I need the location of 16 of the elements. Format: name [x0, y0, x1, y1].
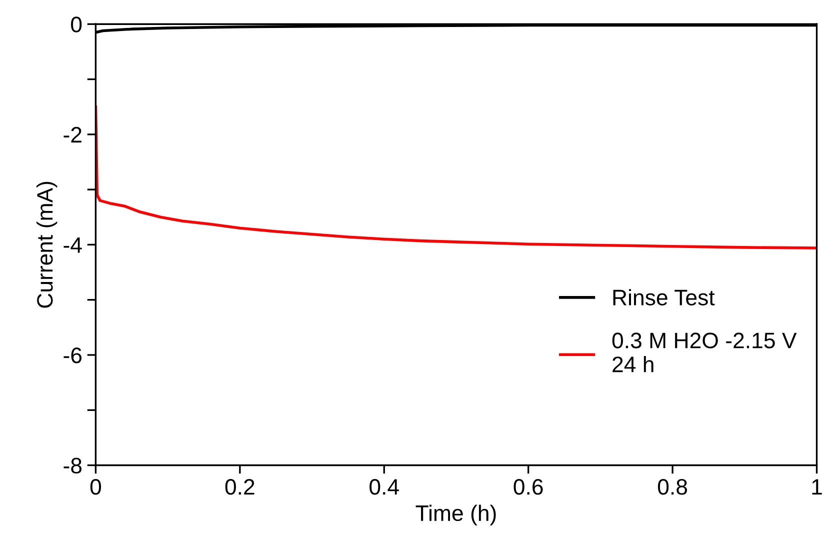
legend-label: Rinse Test: [613, 289, 715, 306]
y-tick-label: -6: [64, 348, 82, 364]
x-tick-label: 0.4: [370, 479, 399, 495]
y-tick-label: -4: [64, 237, 82, 253]
x-tick-label: 0.6: [514, 479, 543, 495]
x-axis-title: Time (h): [416, 504, 496, 526]
x-tick-label: 0: [90, 479, 102, 495]
line-series: [96, 105, 817, 250]
legend-label: 0.3 M H2O -2.15 V 24 h: [612, 332, 797, 372]
x-tick-label: 1: [812, 479, 822, 495]
y-tick-label: -8: [64, 458, 82, 474]
y-axis-title: Current (mA): [36, 182, 58, 308]
x-tick-label: 0.8: [658, 479, 688, 495]
x-tick-label: 0.2: [225, 479, 254, 495]
y-tick-label: -2: [64, 126, 82, 142]
y-tick-label: 0: [71, 16, 82, 32]
